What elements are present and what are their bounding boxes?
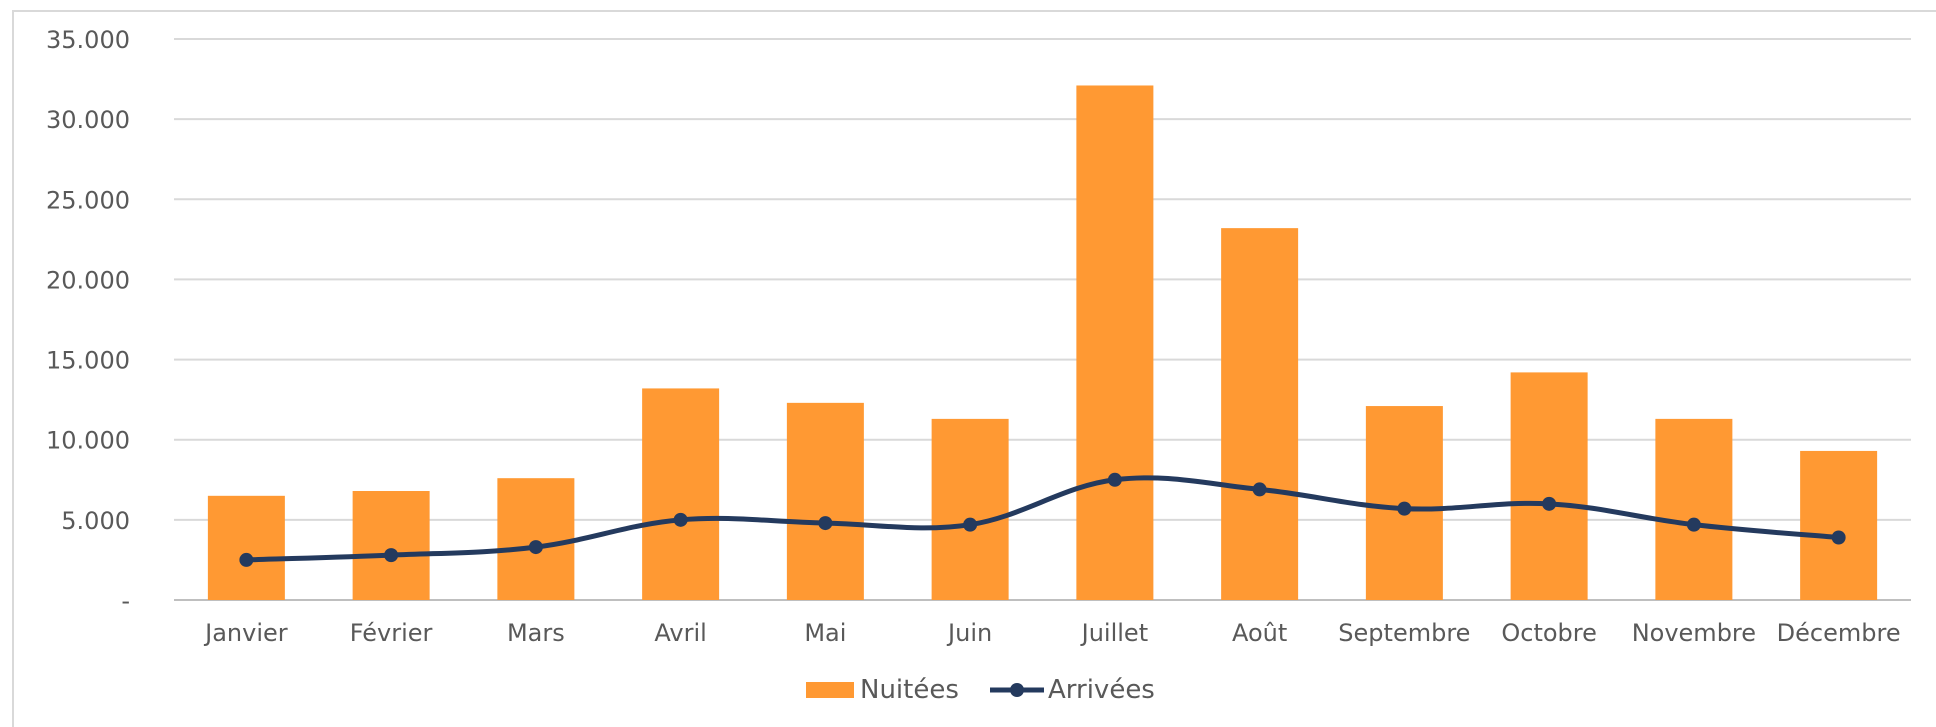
x-tick-label: Mars bbox=[507, 619, 565, 647]
bar-nuitees bbox=[786, 402, 864, 600]
y-tick-label: 20.000 bbox=[46, 266, 130, 294]
x-tick-label: Septembre bbox=[1338, 619, 1470, 647]
y-tick-label: 25.000 bbox=[46, 186, 130, 214]
x-tick-label: Mai bbox=[804, 619, 846, 647]
legend-label-nuitees: Nuitées bbox=[860, 675, 959, 705]
y-tick-label: 35.000 bbox=[46, 26, 130, 54]
bar-nuitees bbox=[352, 491, 430, 600]
y-tick-label: 15.000 bbox=[46, 347, 130, 375]
bar-nuitees bbox=[931, 418, 1009, 600]
bar-nuitees bbox=[642, 388, 720, 600]
bar-series-nuitees bbox=[207, 85, 1878, 601]
point-arrivees bbox=[1107, 472, 1122, 487]
bar-nuitees bbox=[1076, 85, 1154, 601]
point-arrivees bbox=[1252, 482, 1267, 497]
legend-label-arrivees: Arrivées bbox=[1048, 675, 1155, 705]
bar-nuitees bbox=[1655, 418, 1733, 600]
point-arrivees bbox=[384, 548, 399, 563]
x-tick-label: Octobre bbox=[1501, 619, 1597, 647]
bar-nuitees bbox=[497, 478, 575, 600]
x-tick-label: Juillet bbox=[1080, 619, 1148, 647]
line-arrivees bbox=[243, 475, 1842, 563]
y-tick-label: - bbox=[121, 587, 130, 615]
gridlines bbox=[174, 38, 1911, 601]
y-axis: - 5.000 10.000 15.000 20.000 25.000 30.000 35.0… bbox=[46, 26, 130, 615]
line-series-arrivees bbox=[239, 472, 1846, 567]
x-tick-label: Novembre bbox=[1632, 619, 1756, 647]
bar-nuitees bbox=[1800, 450, 1878, 600]
chart-frame bbox=[12, 10, 1936, 727]
bar-nuitees bbox=[207, 495, 285, 600]
x-tick-label: Juin bbox=[946, 619, 992, 647]
bar-nuitees bbox=[1221, 228, 1299, 600]
point-arrivees bbox=[1831, 530, 1846, 545]
point-arrivees bbox=[239, 552, 254, 567]
legend-swatch-nuitees bbox=[806, 682, 854, 698]
y-tick-label: 10.000 bbox=[46, 427, 130, 455]
legend: Nuitées Arrivées bbox=[806, 675, 1155, 705]
point-arrivees bbox=[818, 516, 833, 531]
point-arrivees bbox=[1542, 496, 1557, 511]
x-tick-label: Août bbox=[1232, 619, 1287, 647]
point-arrivees bbox=[963, 517, 978, 532]
x-tick-label: Février bbox=[350, 619, 433, 647]
point-arrivees bbox=[673, 512, 688, 527]
y-tick-label: 5.000 bbox=[61, 507, 130, 535]
legend-swatch-arrivees-marker bbox=[1010, 683, 1024, 697]
x-tick-label: Avril bbox=[654, 619, 706, 647]
point-arrivees bbox=[1397, 501, 1412, 516]
y-tick-label: 30.000 bbox=[46, 106, 130, 134]
point-arrivees bbox=[1686, 517, 1701, 532]
point-arrivees bbox=[528, 540, 543, 555]
x-tick-label: Décembre bbox=[1777, 619, 1901, 647]
x-tick-label: Janvier bbox=[203, 619, 288, 647]
x-axis: Janvier Février Mars Avril Mai Juin Juillet Aoû… bbox=[203, 619, 1900, 647]
bar-nuitees bbox=[1510, 372, 1588, 600]
